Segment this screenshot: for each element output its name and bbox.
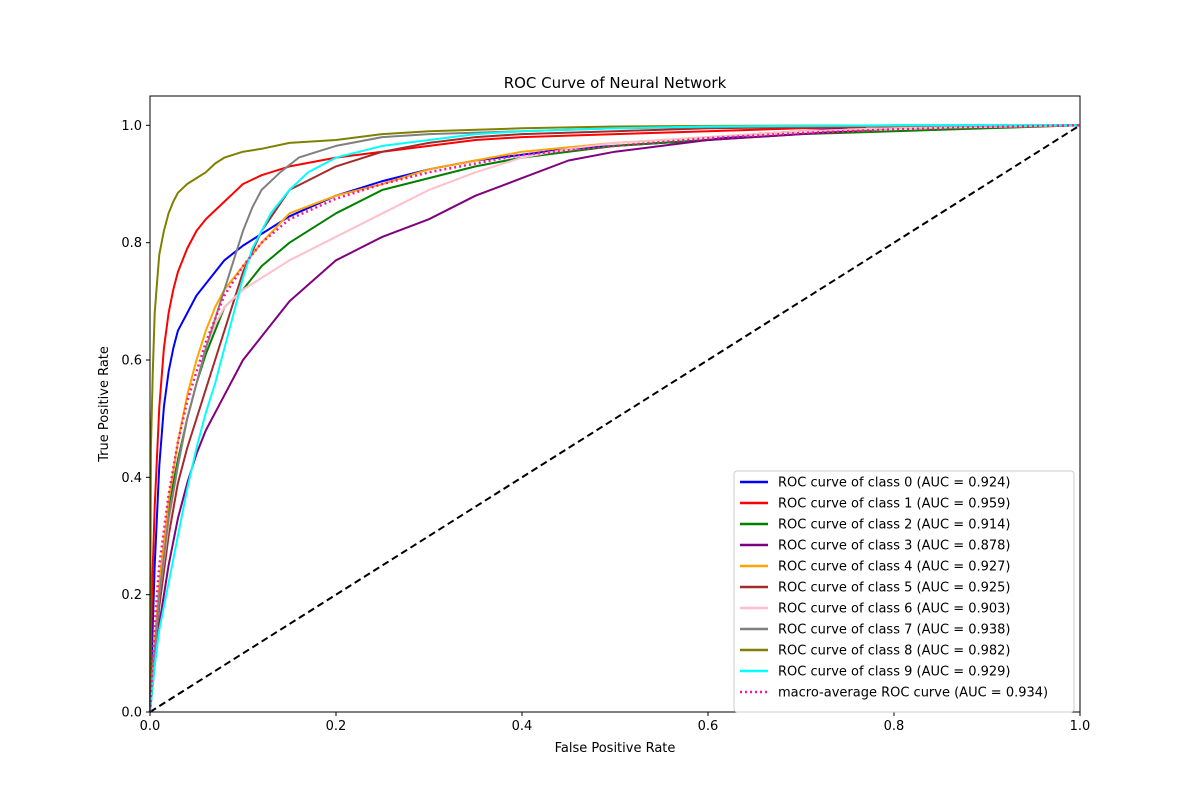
legend-label: ROC curve of class 3 (AUC = 0.878) [778, 539, 1011, 554]
y-axis-ticks: 0.0 0.2 0.4 0.6 0.8 1.0 [121, 119, 150, 721]
x-axis-ticks: 0.0 0.2 0.4 0.6 0.8 1.0 [140, 712, 1091, 734]
y-tick-label: 0.6 [121, 354, 142, 369]
y-tick-label: 0.0 [121, 706, 142, 721]
x-tick-label: 0.8 [884, 719, 905, 734]
x-tick-label: 0.2 [326, 719, 347, 734]
legend-label: ROC curve of class 8 (AUC = 0.982) [778, 644, 1011, 659]
legend: ROC curve of class 0 (AUC = 0.924) ROC cu… [733, 470, 1075, 713]
roc-line-3 [149, 124, 1081, 713]
y-axis-label: True Positive Rate [97, 346, 112, 463]
legend-label: ROC curve of class 6 (AUC = 0.903) [778, 602, 1011, 617]
plot-frame [149, 95, 1081, 713]
roc-line-10 [148, 124, 1081, 713]
roc-line-8 [149, 124, 1080, 713]
x-tick-label: 0.6 [698, 719, 719, 734]
legend-label: ROC curve of class 0 (AUC = 0.924) [778, 476, 1011, 491]
roc-line-9 [149, 124, 1080, 713]
roc-line-1 [149, 126, 867, 713]
legend-label: ROC curve of class 2 (AUC = 0.914) [778, 518, 1011, 533]
x-axis-label: False Positive Rate [555, 741, 676, 756]
legend-label: ROC curve of class 9 (AUC = 0.929) [778, 665, 1011, 680]
legend-label: ROC curve of class 4 (AUC = 0.927) [778, 560, 1011, 575]
legend-label: ROC curve of class 5 (AUC = 0.925) [778, 581, 1011, 596]
legend-box [733, 470, 1075, 713]
y-tick-label: 0.2 [121, 588, 142, 603]
y-tick-label: 1.0 [121, 119, 142, 134]
chance-diagonal-line [149, 124, 1081, 713]
x-tick-label: 0.4 [512, 719, 533, 734]
legend-label: ROC curve of class 7 (AUC = 0.938) [778, 623, 1011, 638]
x-tick-label: 1.0 [1070, 719, 1091, 734]
chart-title: ROC Curve of Neural Network [504, 74, 727, 92]
y-tick-label: 0.8 [121, 236, 142, 251]
legend-label: macro-average ROC curve (AUC = 0.934) [778, 686, 1048, 701]
y-tick-label: 0.4 [121, 471, 142, 486]
legend-label: ROC curve of class 1 (AUC = 0.959) [778, 497, 1011, 512]
x-tick-label: 0.0 [140, 719, 161, 734]
curves-group [148, 124, 1081, 713]
